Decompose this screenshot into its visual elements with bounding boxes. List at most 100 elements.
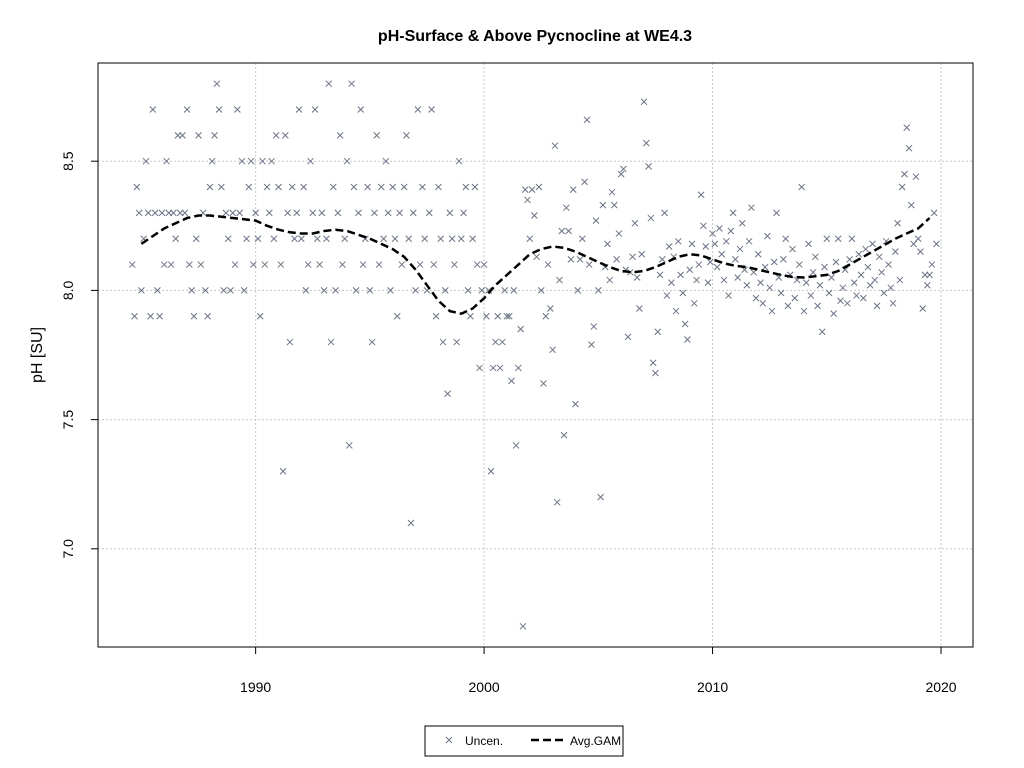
data-point [684,336,691,343]
data-point [645,163,652,170]
data-point [814,302,822,310]
data-point [761,263,769,271]
data-point [508,377,515,385]
data-point [658,256,666,263]
data-point [457,235,465,243]
data-point [249,261,257,268]
data-point [263,183,271,191]
data-point [352,287,360,294]
data-point [789,245,796,253]
data-point [487,467,495,475]
data-point [252,209,259,217]
data-point [594,287,602,294]
data-point [311,106,319,113]
data-point [679,289,687,297]
data-point [702,243,710,250]
data-point [313,235,321,243]
data-point [451,261,458,268]
data-point [565,227,572,235]
data-point [359,261,367,268]
data-point [766,284,774,292]
data-point [195,132,202,139]
data-point [154,287,161,294]
data-point [549,346,556,354]
data-point [366,287,374,294]
data-point [512,442,520,449]
data-point [332,287,339,294]
data-point [208,157,216,165]
data-point [729,209,737,217]
data-point [268,157,275,165]
data-point [170,209,177,217]
data-point [382,157,390,165]
data-point [288,183,296,191]
x-axis: 1990 2000 2010 2020 [240,647,957,695]
data-point [697,191,705,199]
data-point [704,279,712,286]
data-point [802,279,810,286]
data-point [368,338,376,346]
data-point [738,219,746,227]
data-point [542,312,550,320]
data-point [878,268,885,276]
data-point [919,305,927,312]
data-point [284,209,291,217]
data-point [608,188,616,196]
data-point [526,235,534,243]
data-point [135,209,143,217]
data-point [339,261,346,268]
data-point [334,209,342,217]
data-point [398,261,406,268]
data-point [309,209,317,217]
data-point [281,132,289,139]
data-point [688,240,696,248]
data-point [377,183,385,191]
data-point [654,328,662,336]
data-point [183,106,191,113]
data-point [231,261,239,268]
data-point [752,294,760,302]
data-point [757,279,764,286]
data-point [316,261,323,268]
data-point [759,299,767,307]
data-point [437,235,445,243]
data-point [917,248,924,255]
data-point [455,157,463,165]
data-point [567,256,575,263]
data-point [784,302,792,310]
data-point [202,287,209,294]
data-point [928,261,936,268]
data-point [812,253,819,261]
data-point [412,287,419,294]
data-point [524,196,531,204]
data-point [871,276,879,284]
data-point [610,201,618,209]
data-point [439,338,447,346]
legend-box [424,725,624,757]
data-point [599,201,607,209]
data-point [537,287,545,294]
y-tick-label-3: 8.5 [60,151,76,171]
data-point [528,186,536,193]
data-point [791,294,799,302]
data-point [186,261,193,268]
data-point [718,250,726,258]
data-point [901,170,908,178]
data-point [307,157,314,165]
data-point [304,261,312,268]
data-point [496,364,504,372]
data-point [734,274,742,281]
data-point [869,240,876,248]
data-point [617,170,625,178]
data-point [553,498,561,506]
data-point [373,132,381,139]
data-point [131,312,138,320]
plot-frame [97,62,974,648]
data-point [558,227,566,235]
data-point [453,338,461,346]
data-point [846,256,853,263]
data-point [821,263,828,271]
data-point [706,258,714,266]
data-point [234,106,241,113]
data-point [556,276,563,284]
